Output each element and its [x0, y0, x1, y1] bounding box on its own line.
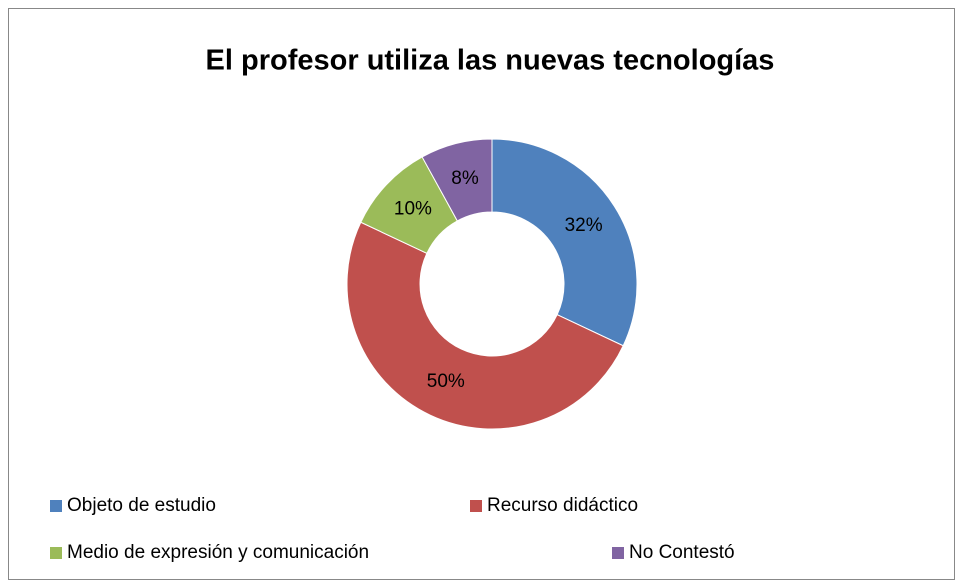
donut-slice: [491, 138, 638, 347]
data-label: 10%: [394, 199, 432, 220]
data-label: 32%: [565, 215, 603, 236]
legend-swatch: [50, 547, 62, 559]
legend-swatch: [470, 500, 482, 512]
donut-slice: [421, 138, 493, 222]
chart-frame: [8, 8, 955, 580]
legend-label: No Contestó: [629, 542, 735, 563]
legend-label: Recurso didáctico: [487, 495, 638, 516]
legend-label: Medio de expresión y comunicación: [67, 542, 369, 563]
legend-swatch: [50, 500, 62, 512]
chart-title: El profesor utiliza las nuevas tecnologí…: [206, 45, 775, 77]
data-label: 50%: [427, 371, 465, 392]
donut-slice: [346, 221, 624, 430]
legend-label: Objeto de estudio: [67, 495, 216, 516]
legend-swatch: [612, 547, 624, 559]
data-label: 8%: [451, 168, 479, 189]
